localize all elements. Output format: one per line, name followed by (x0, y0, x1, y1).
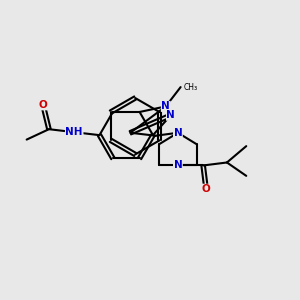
Text: O: O (39, 100, 47, 110)
Text: N: N (173, 160, 182, 170)
Text: NH: NH (65, 127, 83, 137)
Text: CH₃: CH₃ (184, 82, 198, 91)
Text: O: O (202, 184, 211, 194)
Text: N: N (173, 128, 182, 138)
Text: N: N (167, 110, 175, 120)
Text: N: N (161, 101, 170, 111)
